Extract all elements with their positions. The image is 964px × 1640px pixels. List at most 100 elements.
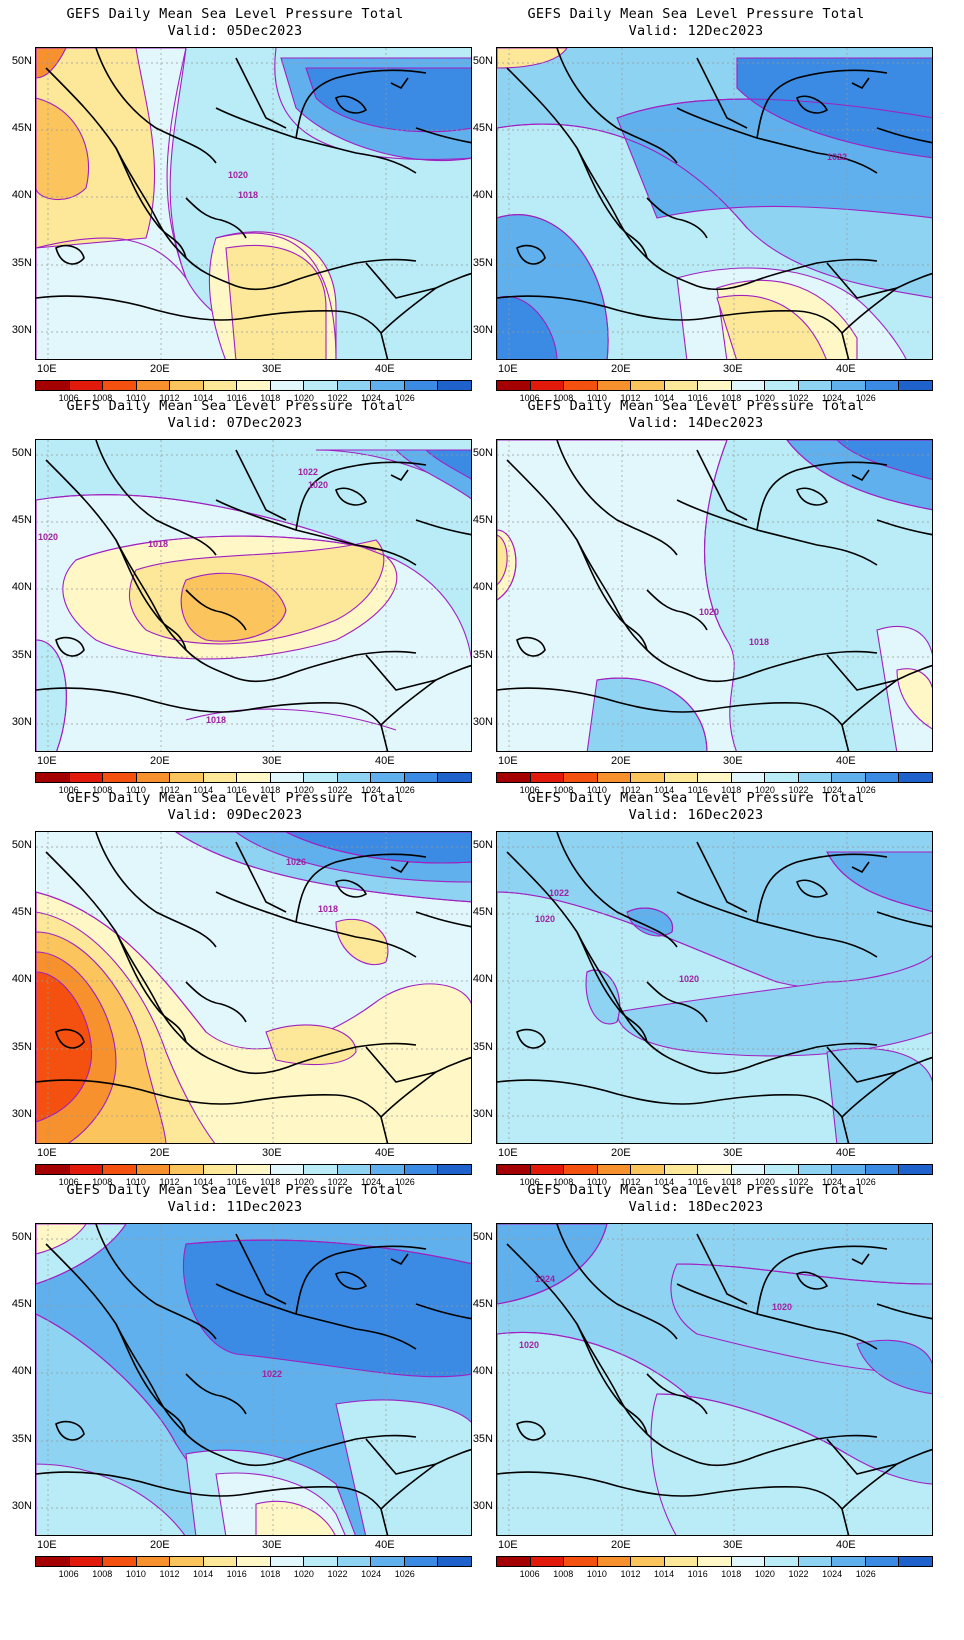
coastline xyxy=(826,1438,898,1475)
colorbar-swatch xyxy=(899,773,932,782)
colorbar-swatch xyxy=(832,773,866,782)
coastline xyxy=(851,77,870,90)
colorbar-tick-label: 1020 xyxy=(293,1177,314,1187)
longitude-label: 10E xyxy=(498,363,518,375)
longitude-label: 30E xyxy=(723,755,743,767)
coastline xyxy=(576,931,648,1043)
colorbar-swatch xyxy=(798,773,833,782)
colorbar-swatch xyxy=(237,381,271,390)
colorbar-tick-label: 1022 xyxy=(788,1569,809,1579)
coastline xyxy=(576,1323,648,1435)
colorbar-tick-label: 1024 xyxy=(361,1177,382,1187)
coastline xyxy=(95,48,217,164)
colorbar-tick-label: 1026 xyxy=(855,1177,876,1187)
colorbar-tick-label: 1026 xyxy=(394,393,415,403)
latitude-label: 45N xyxy=(11,122,32,134)
pressure-region xyxy=(36,97,90,201)
latitude-label: 35N xyxy=(11,1041,32,1053)
coastline xyxy=(497,1079,850,1143)
coastline xyxy=(796,487,829,506)
coastline xyxy=(235,449,287,521)
coastline xyxy=(516,1028,546,1049)
isobar-label: 1022 xyxy=(827,152,847,162)
colorbar-tick-label: 1008 xyxy=(92,785,113,795)
coastline xyxy=(676,107,878,174)
colorbar-tick-label: 1012 xyxy=(159,393,180,403)
colorbar-swatch xyxy=(36,381,70,390)
colorbar-swatch xyxy=(203,381,238,390)
coastline xyxy=(876,519,932,536)
isobar-label: 1018 xyxy=(238,190,258,200)
colorbar-tick-label: 1010 xyxy=(586,1177,607,1187)
colorbar-swatch xyxy=(136,1557,171,1566)
colorbar-swatch xyxy=(304,1165,338,1174)
isobar-line xyxy=(497,1224,608,1305)
isobar-line xyxy=(704,440,728,641)
colorbar-swatch xyxy=(36,1165,70,1174)
coastline xyxy=(390,1253,409,1266)
isobar-line xyxy=(826,851,932,913)
coastline xyxy=(95,440,217,556)
colorbar-swatch xyxy=(136,381,171,390)
coastline xyxy=(55,1028,85,1049)
panel-title: GEFS Daily Mean Sea Level Pressure Total xyxy=(527,398,865,414)
longitude-label: 10E xyxy=(37,1147,57,1159)
colorbar-tick-label: 1008 xyxy=(92,393,113,403)
colorbar-swatch xyxy=(371,1557,405,1566)
colorbar-swatch xyxy=(438,381,471,390)
colorbar-tick-label: 1006 xyxy=(58,393,79,403)
colorbar-tick-label: 1010 xyxy=(125,1177,146,1187)
longitude-label: 40E xyxy=(836,1539,856,1551)
colorbar-tick-label: 1016 xyxy=(226,785,247,795)
colorbar-swatch xyxy=(103,773,137,782)
latitude-label: 45N xyxy=(11,514,32,526)
colorbar-swatch xyxy=(597,381,632,390)
colorbar-tick-label: 1020 xyxy=(754,1569,775,1579)
longitude-label: 30E xyxy=(723,1147,743,1159)
coastline xyxy=(516,1420,546,1441)
latitude-label: 40N xyxy=(472,189,493,201)
pressure-region xyxy=(836,440,932,481)
isobar-label: 1022 xyxy=(298,467,318,477)
longitude-label: 20E xyxy=(150,1539,170,1551)
longitude-label: 30E xyxy=(262,363,282,375)
coastline xyxy=(185,1373,247,1415)
colorbar xyxy=(35,772,472,783)
colorbar-tick-label: 1012 xyxy=(159,1569,180,1579)
colorbar-swatch xyxy=(404,1165,439,1174)
coastline xyxy=(516,636,546,657)
colorbar-tick-label: 1020 xyxy=(293,1569,314,1579)
latitude-label: 40N xyxy=(11,189,32,201)
coastline xyxy=(415,911,471,928)
colorbar-tick-label: 1006 xyxy=(58,1569,79,1579)
longitude-label: 20E xyxy=(150,363,170,375)
coastline xyxy=(36,295,389,359)
panel-valid-date: Valid: 14Dec2023 xyxy=(628,415,764,431)
colorbar-tick-label: 1024 xyxy=(822,1569,843,1579)
coastline xyxy=(851,469,870,482)
panel-title: GEFS Daily Mean Sea Level Pressure Total xyxy=(66,790,404,806)
pressure-map: 1024 1020 1020 xyxy=(496,1223,933,1536)
colorbar-swatch xyxy=(337,1557,372,1566)
panel-title: GEFS Daily Mean Sea Level Pressure Total xyxy=(66,398,404,414)
panel-title: GEFS Daily Mean Sea Level Pressure Total xyxy=(66,1182,404,1198)
colorbar-swatch xyxy=(664,1557,699,1566)
coastline xyxy=(36,687,389,751)
coastline xyxy=(696,57,748,129)
coastline xyxy=(646,1373,708,1415)
colorbar-tick-label: 1018 xyxy=(721,1569,742,1579)
colorbar-swatch xyxy=(798,1165,833,1174)
panel-valid-date: Valid: 09Dec2023 xyxy=(167,807,303,823)
forecast-panel: GEFS Daily Mean Sea Level Pressure Total… xyxy=(461,784,933,1194)
colorbar-swatch xyxy=(103,1165,137,1174)
coastline xyxy=(826,262,898,299)
colorbar-tick-label: 1026 xyxy=(855,1569,876,1579)
latitude-label: 35N xyxy=(11,257,32,269)
coastline xyxy=(95,832,217,948)
isobar-line xyxy=(274,48,471,161)
longitude-label: 30E xyxy=(723,363,743,375)
longitude-label: 40E xyxy=(375,1539,395,1551)
coastline xyxy=(497,1471,850,1535)
coastline xyxy=(646,197,708,239)
coastline xyxy=(676,891,878,958)
